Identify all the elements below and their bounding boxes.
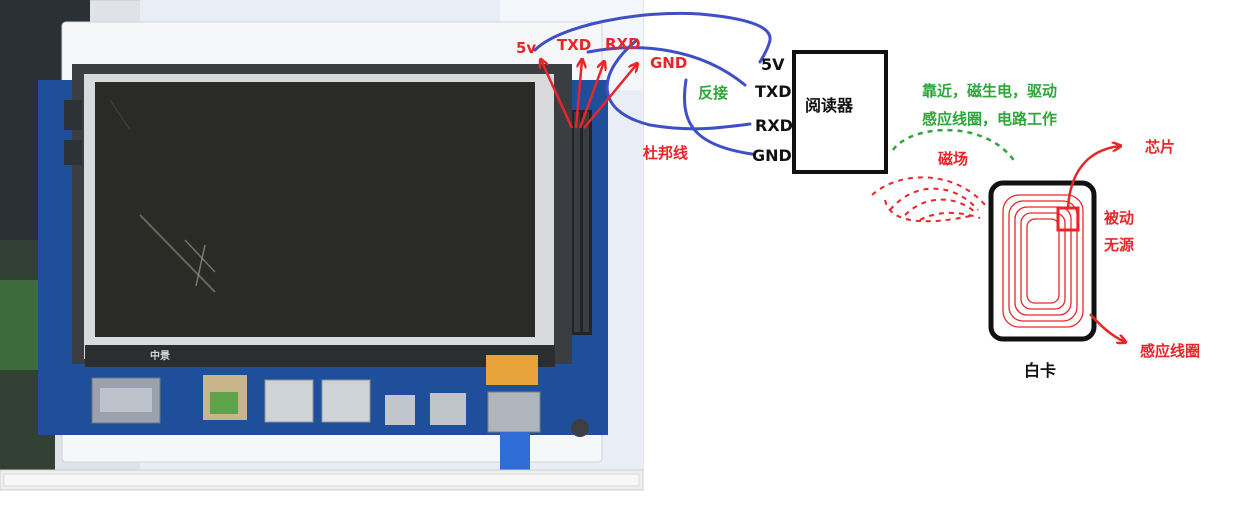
label-dupont-wire: 杜邦线 xyxy=(643,144,688,162)
white-card xyxy=(988,180,1097,342)
wire-gnd xyxy=(683,78,754,156)
label-passive: 被动 xyxy=(1104,209,1134,227)
label-magnetic-field: 磁场 xyxy=(938,150,968,168)
label-reverse: 反接 xyxy=(698,84,728,102)
wire-5v xyxy=(533,11,772,64)
note-line2: 感应线圈，电路工作 xyxy=(922,110,1057,128)
arrow-icon xyxy=(583,64,637,129)
reader-title: 阅读器 xyxy=(805,96,854,115)
note-line1: 靠近，磁生电，驱动 xyxy=(922,82,1057,100)
reader-pin-rxd: RXD xyxy=(755,116,793,135)
label-txd: TXD xyxy=(557,36,591,54)
label-rxd: RXD xyxy=(605,35,641,53)
magnetic-field-lines xyxy=(871,176,986,223)
card-label: 白卡 xyxy=(1024,361,1056,380)
board-silk-label: 中景 xyxy=(150,349,170,362)
pin-arrows xyxy=(541,60,637,129)
reader-pin-5v: 5V xyxy=(761,55,785,74)
dupont-wires xyxy=(533,11,772,156)
arrow-icon xyxy=(574,60,582,129)
arrow-icon xyxy=(1089,313,1125,342)
label-5v: 5v xyxy=(516,39,536,57)
arrow-icon xyxy=(1066,146,1120,209)
reader-pin-gnd: GND xyxy=(752,146,792,165)
reader-pin-txd: TXD xyxy=(755,82,792,101)
label-coil: 感应线圈 xyxy=(1140,342,1200,360)
field-arc xyxy=(891,128,1017,163)
wire-txd xyxy=(586,46,747,87)
arrow-icon xyxy=(578,62,604,129)
arrow-icon xyxy=(541,60,574,129)
label-no-power: 无源 xyxy=(1103,236,1134,254)
reader-box xyxy=(792,50,888,174)
coil-icon xyxy=(1002,194,1084,328)
label-chip: 芯片 xyxy=(1145,138,1175,156)
dev-board-photo-icon: 中景 xyxy=(0,0,644,491)
label-gnd: GND xyxy=(650,54,687,72)
wire-rxd xyxy=(605,38,752,131)
